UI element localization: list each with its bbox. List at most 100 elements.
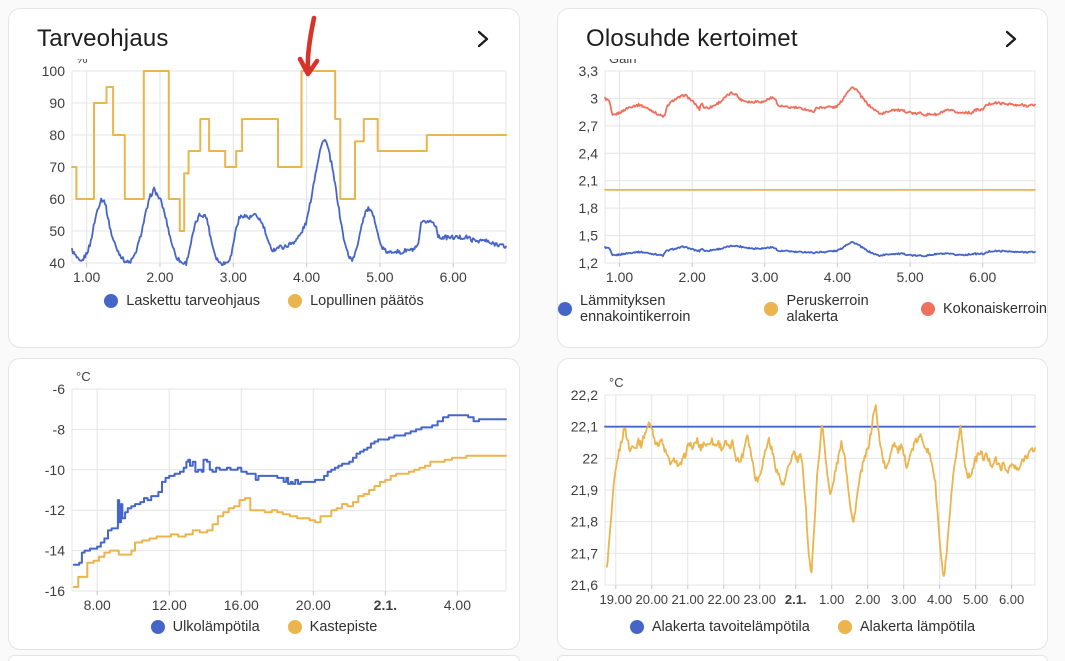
- chart-legend: Lämmityksen ennakointikerroin Peruskerroi…: [558, 293, 1047, 325]
- card-header: Tarveohjaus: [9, 9, 519, 53]
- svg-text:21,7: 21,7: [571, 545, 598, 561]
- legend-dot-icon: [837, 620, 852, 634]
- legend-label: Laskettu tarveohjaus: [126, 293, 261, 309]
- svg-text:5.00: 5.00: [366, 269, 393, 285]
- ulkolampotila-chart[interactable]: -16 -14 -12 -10 -8 -6 8.00 12.00 16.00 20.00 2.1. 4…: [16, 367, 512, 617]
- legend-item[interactable]: Kokonaiskerroin: [921, 301, 1047, 317]
- svg-text:2,4: 2,4: [579, 145, 599, 161]
- svg-text:4.00: 4.00: [824, 269, 851, 285]
- card-ulkolampotila: -16 -14 -12 -10 -8 -6 8.00 12.00 16.00 20.00 2.1. 4…: [8, 358, 520, 650]
- svg-text:1,5: 1,5: [579, 228, 599, 244]
- legend-item[interactable]: Laskettu tarveohjaus: [104, 293, 260, 309]
- partial-card: [557, 655, 1048, 661]
- svg-text:12.00: 12.00: [152, 597, 187, 613]
- svg-text:2.00: 2.00: [855, 592, 880, 607]
- svg-text:2.1.: 2.1.: [374, 597, 397, 613]
- svg-text:16.00: 16.00: [224, 597, 259, 613]
- legend-dot-icon: [288, 294, 303, 308]
- chart-legend: Ulkolämpötila Kastepiste: [9, 619, 519, 635]
- svg-text:23.00: 23.00: [743, 592, 776, 607]
- svg-text:8.00: 8.00: [84, 597, 111, 613]
- legend-label: Alakerta lämpötila: [859, 619, 976, 635]
- svg-text:2.00: 2.00: [679, 269, 706, 285]
- svg-text:6.00: 6.00: [440, 269, 467, 285]
- legend-dot-icon: [764, 302, 779, 316]
- olosuhde-chart[interactable]: 1,2 1,5 1,8 2,1 2,4 2,7 3 3,3 1.00 2.00 3.00 4.00 5.…: [563, 59, 1042, 291]
- svg-text:21,8: 21,8: [571, 514, 598, 530]
- svg-text:21,6: 21,6: [571, 577, 598, 593]
- legend-dot-icon: [921, 302, 936, 316]
- svg-text:20.00: 20.00: [636, 592, 669, 607]
- legend-label: Alakerta tavoitelämpötila: [651, 619, 810, 635]
- svg-text:22: 22: [582, 450, 598, 466]
- svg-text:1.00: 1.00: [73, 269, 100, 285]
- svg-text:3.00: 3.00: [751, 269, 778, 285]
- svg-text:19.00: 19.00: [600, 592, 633, 607]
- svg-text:3.00: 3.00: [220, 269, 247, 285]
- chart-legend: Laskettu tarveohjaus Lopullinen päätös: [9, 293, 519, 309]
- legend-label: Kokonaiskerroin: [943, 301, 1047, 317]
- card-olosuhde-kertoimet: Olosuhde kertoimet 1,2 1,5 1,8 2,1 2,4 2,7 3 3,…: [557, 8, 1048, 348]
- svg-text:-16: -16: [45, 583, 65, 599]
- legend-label: Peruskerroin alakerta: [786, 293, 869, 325]
- svg-text:2.00: 2.00: [146, 269, 173, 285]
- svg-text:Gain: Gain: [609, 59, 636, 66]
- svg-text:-14: -14: [45, 543, 65, 559]
- legend-dot-icon: [150, 620, 165, 634]
- legend-item[interactable]: Kastepiste: [287, 619, 378, 635]
- legend-dot-icon: [629, 620, 644, 634]
- card-tarveohjaus: Tarveohjaus 40 50 60 70 80 90 100 1.00 2.00 3.00 4…: [8, 8, 520, 348]
- svg-text:3.00: 3.00: [891, 592, 916, 607]
- svg-text:°C: °C: [76, 369, 91, 384]
- card-header: Olosuhde kertoimet: [558, 9, 1047, 53]
- legend-dot-icon: [104, 294, 119, 308]
- svg-text:-6: -6: [53, 381, 66, 397]
- legend-label: Lopullinen päätös: [310, 293, 424, 309]
- svg-text:1,2: 1,2: [579, 255, 599, 271]
- svg-text:50: 50: [49, 223, 65, 239]
- svg-text:21,9: 21,9: [571, 482, 598, 498]
- chevron-right-icon[interactable]: [469, 25, 497, 53]
- svg-text:60: 60: [49, 191, 65, 207]
- legend-item[interactable]: Alakerta lämpötila: [837, 619, 976, 635]
- card-alakerta: 21,6 21,7 21,8 21,9 22 22,1 22,2 19.00 20.00 21.0…: [557, 358, 1048, 650]
- legend-label: Lämmityksen ennakointikerroin: [580, 293, 691, 325]
- svg-text:3: 3: [590, 90, 598, 106]
- chart-legend: Alakerta tavoitelämpötila Alakerta lämpöt…: [558, 619, 1047, 635]
- svg-text:22,1: 22,1: [571, 419, 598, 435]
- svg-text:22.00: 22.00: [707, 592, 740, 607]
- svg-text:4.00: 4.00: [293, 269, 320, 285]
- svg-text:6.00: 6.00: [969, 269, 996, 285]
- svg-text:2,7: 2,7: [579, 118, 599, 134]
- tarveohjaus-chart[interactable]: 40 50 60 70 80 90 100 1.00 2.00 3.00 4.00 5.00 6.00%: [16, 59, 512, 291]
- svg-text:4.00: 4.00: [444, 597, 471, 613]
- svg-text:20.00: 20.00: [296, 597, 331, 613]
- svg-text:5.00: 5.00: [896, 269, 923, 285]
- legend-dot-icon: [558, 302, 572, 316]
- svg-text:1,8: 1,8: [579, 200, 599, 216]
- legend-label: Ulkolämpötila: [172, 619, 260, 635]
- svg-text:80: 80: [49, 127, 65, 143]
- svg-text:-8: -8: [53, 421, 66, 437]
- svg-text:1.00: 1.00: [819, 592, 844, 607]
- svg-text:90: 90: [49, 95, 65, 111]
- legend-item[interactable]: Lopullinen päätös: [288, 293, 424, 309]
- svg-text:40: 40: [49, 255, 65, 271]
- legend-label: Kastepiste: [309, 619, 378, 635]
- alakerta-chart[interactable]: 21,6 21,7 21,8 21,9 22 22,1 22,2 19.00 20.00 21.0…: [563, 367, 1042, 617]
- legend-dot-icon: [287, 620, 302, 634]
- legend-item[interactable]: Lämmityksen ennakointikerroin: [558, 293, 736, 325]
- chevron-right-icon[interactable]: [997, 25, 1025, 53]
- legend-item[interactable]: Peruskerroin alakerta: [764, 293, 893, 325]
- svg-text:%: %: [76, 59, 88, 66]
- svg-text:°C: °C: [609, 375, 624, 390]
- svg-text:-10: -10: [45, 462, 65, 478]
- legend-item[interactable]: Alakerta tavoitelämpötila: [629, 619, 810, 635]
- svg-text:5.00: 5.00: [963, 592, 988, 607]
- page-title: Tarveohjaus: [37, 25, 169, 52]
- svg-text:2,1: 2,1: [579, 173, 599, 189]
- svg-text:4.00: 4.00: [927, 592, 952, 607]
- legend-item[interactable]: Ulkolämpötila: [150, 619, 260, 635]
- svg-text:6.00: 6.00: [999, 592, 1024, 607]
- page-title: Olosuhde kertoimet: [586, 25, 798, 52]
